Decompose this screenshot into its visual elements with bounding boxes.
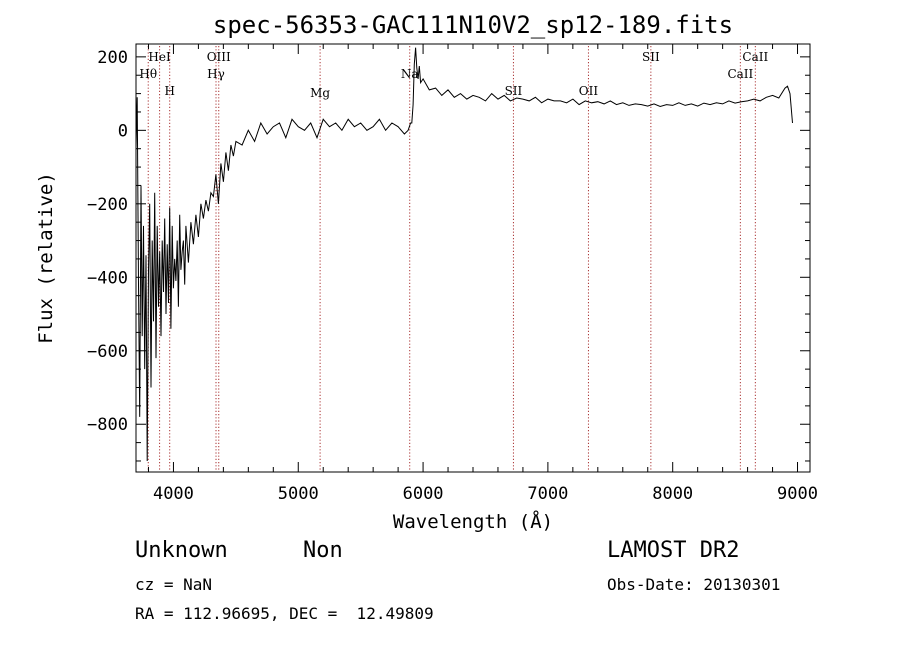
x-axis-label: Wavelength (Å) [393, 510, 553, 533]
line-label: SII [505, 84, 523, 98]
x-tick-label: 8000 [652, 484, 693, 504]
object-subclass: Non [303, 538, 343, 563]
line-label: SII [642, 50, 660, 64]
axis-ticks: 4000 5000 6000 7000 8000 9000 200 0 −200 −400 −600… [87, 44, 818, 504]
line-label: OII [579, 84, 599, 98]
line-label: CaII [727, 67, 753, 81]
obs-date: Obs-Date: 20130301 [607, 575, 781, 594]
spectral-line-markers: HeI Hθ H OIII Hγ Mg Na SII OII SII CaII CaII [139, 46, 768, 470]
x-tick-label: 7000 [527, 484, 568, 504]
spectrum-series [135, 47, 793, 462]
redshift-value: cz = NaN [135, 575, 213, 594]
survey-name: LAMOST DR2 [607, 538, 740, 563]
line-label: Na [401, 67, 419, 81]
line-label: Mg [310, 86, 330, 100]
object-class: Unknown [135, 538, 228, 563]
line-label: CaII [742, 50, 768, 64]
chart-title: spec-56353-GAC111N10V2_sp12-189.fits [213, 11, 733, 39]
y-tick-label: −600 [87, 342, 128, 362]
y-tick-label: 0 [118, 121, 128, 141]
line-label: Hγ [207, 67, 225, 81]
y-tick-label: −400 [87, 268, 128, 288]
plot-frame [135, 43, 811, 473]
x-tick-label: 5000 [278, 484, 319, 504]
x-tick-label: 9000 [777, 484, 818, 504]
line-label: OIII [207, 50, 231, 64]
y-tick-label: 200 [97, 48, 128, 68]
coordinates: RA = 112.96695, DEC = 12.49809 [135, 604, 434, 623]
y-axis-label: Flux (relative) [35, 172, 57, 344]
line-label: HeI [148, 50, 171, 64]
x-tick-label: 6000 [403, 484, 444, 504]
x-tick-label: 4000 [153, 484, 194, 504]
line-label: H [164, 84, 174, 98]
y-tick-label: −200 [87, 195, 128, 215]
line-label: Hθ [139, 67, 157, 81]
y-tick-label: −800 [87, 415, 128, 435]
